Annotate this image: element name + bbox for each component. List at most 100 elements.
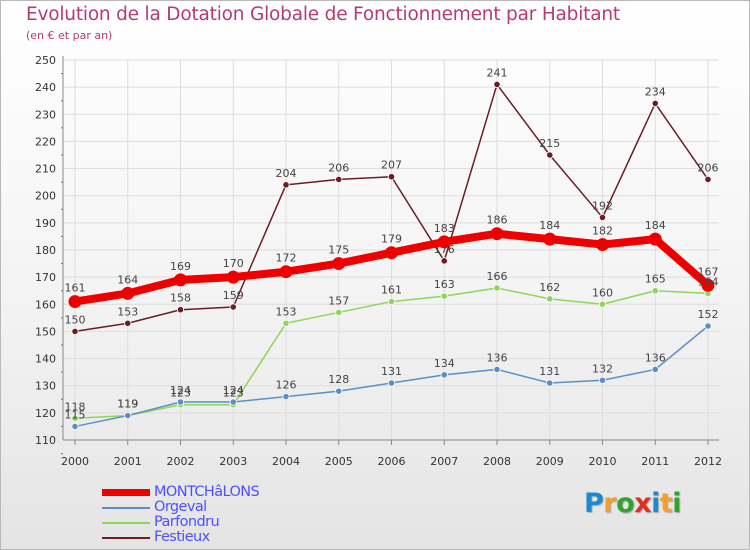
data-label: 165 — [645, 273, 666, 286]
data-point — [174, 273, 187, 287]
data-point — [229, 303, 237, 311]
data-label: 131 — [539, 365, 560, 378]
data-label: 204 — [276, 167, 297, 180]
logo-letter: i — [651, 488, 660, 519]
data-point — [124, 319, 132, 327]
data-point — [282, 319, 290, 327]
data-point — [71, 422, 79, 431]
data-label: 206 — [328, 161, 349, 174]
data-point — [440, 257, 448, 265]
y-tick-label: 160 — [35, 298, 56, 311]
data-point — [704, 175, 712, 184]
x-tick-label: 2006 — [378, 455, 406, 468]
chart-title: Evolution de la Dotation Globale de Fonc… — [26, 4, 620, 25]
legend-item: Festieux — [102, 529, 402, 545]
data-label: 158 — [170, 292, 191, 305]
y-tick-label: 180 — [35, 244, 56, 257]
data-label: 169 — [170, 260, 191, 273]
data-label: 172 — [276, 252, 297, 265]
data-point — [335, 175, 343, 184]
x-tick-label: 2002 — [167, 455, 195, 468]
data-label: 123 — [223, 387, 244, 400]
data-label: 179 — [381, 233, 402, 246]
x-tick-label: 2005 — [325, 455, 353, 468]
data-label: 184 — [645, 219, 666, 232]
data-point — [440, 371, 448, 379]
legend-item: Parfondru — [102, 514, 402, 530]
logo-letter: t — [659, 488, 673, 519]
data-point — [229, 398, 237, 406]
logo-letter: o — [616, 488, 635, 519]
data-label: 186 — [487, 214, 508, 227]
data-label: 115 — [65, 408, 86, 421]
data-point — [437, 235, 451, 249]
legend-label: MONTCHâLONS — [154, 484, 260, 500]
data-label: 241 — [487, 66, 508, 79]
y-tick-label: 220 — [35, 135, 56, 148]
x-tick-label: 2008 — [483, 455, 511, 468]
logo-letter: r — [603, 488, 617, 519]
data-point — [596, 238, 609, 252]
data-label: 161 — [381, 284, 402, 297]
data-point — [704, 322, 712, 330]
data-point — [332, 257, 346, 271]
x-tick-label: 2003 — [219, 455, 247, 468]
logo-letter: i — [672, 488, 682, 519]
y-tick-label: 190 — [35, 217, 56, 230]
data-point — [598, 376, 607, 384]
data-label: 164 — [698, 275, 719, 288]
data-point — [124, 411, 132, 420]
data-label: 175 — [328, 244, 349, 257]
legend-label: Orgeval — [154, 499, 207, 515]
data-point — [546, 379, 554, 387]
data-label: 192 — [592, 199, 613, 212]
data-point — [71, 414, 79, 422]
data-label: 153 — [276, 305, 297, 318]
data-point — [546, 151, 554, 159]
data-point — [598, 300, 607, 308]
data-point — [335, 387, 343, 395]
data-label: 123 — [170, 387, 191, 400]
y-tick-label: 140 — [35, 353, 56, 366]
data-label: 118 — [65, 400, 86, 413]
data-point — [493, 365, 501, 374]
data-label: 124 — [170, 384, 191, 397]
proxiti-logo: Proxiti — [584, 488, 682, 519]
y-tick-label: 110 — [35, 434, 56, 447]
legend-item: Orgeval — [102, 499, 402, 515]
data-label: 132 — [592, 362, 613, 375]
y-tick-label: 210 — [35, 163, 56, 176]
x-tick-label: 2000 — [61, 455, 89, 468]
data-label: 162 — [539, 281, 560, 294]
data-point — [543, 232, 557, 246]
data-label: 134 — [434, 357, 455, 370]
legend-swatch — [102, 507, 150, 509]
data-point — [387, 379, 396, 387]
data-point — [226, 270, 240, 284]
y-tick-label: 230 — [35, 108, 56, 121]
data-label: 124 — [223, 384, 244, 397]
data-label: 184 — [539, 219, 560, 232]
data-labels-orgeval: 115 119 124 124 126 128 131 134 136 131 132 136 152 — [65, 308, 719, 421]
data-label: 128 — [328, 373, 349, 386]
data-label: 167 — [698, 265, 719, 278]
data-label: 161 — [65, 282, 86, 295]
data-label: 234 — [645, 85, 666, 98]
data-labels-parfondru: 118 119 123 123 153 157 161 163 166 162 160 165 164 — [65, 270, 719, 413]
legend-swatch — [102, 522, 150, 524]
data-point — [493, 284, 501, 292]
x-tick-label: 2010 — [589, 455, 617, 468]
logo-letter: P — [584, 488, 604, 519]
x-tick-label: 2007 — [430, 455, 458, 468]
data-label: 207 — [381, 159, 402, 172]
x-axis-ticks: 2000 2001 2002 2003 2004 2005 2006 2007 2008 2009… — [61, 440, 722, 468]
data-label: 119 — [117, 398, 138, 411]
data-point — [648, 232, 662, 246]
series-montchâlons — [68, 227, 715, 309]
data-label: 215 — [539, 137, 560, 150]
data-label: 159 — [223, 289, 244, 302]
x-tick-label: 2012 — [694, 455, 722, 468]
data-label: 150 — [65, 313, 86, 326]
